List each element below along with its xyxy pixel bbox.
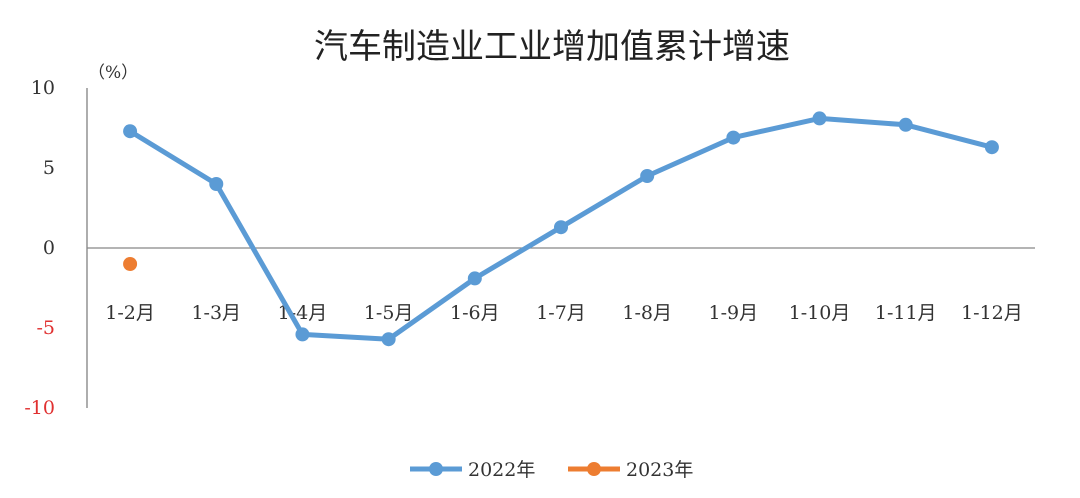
data-point [467,271,482,286]
legend-swatch-marker [587,462,601,476]
chart-title: 汽车制造业工业增加值累计增速 [314,27,790,67]
legend-swatch-marker [429,462,443,476]
series-group [123,111,999,347]
data-point [984,140,999,155]
y-tick-label: 0 [43,237,55,259]
legend: 2022年 2023年 [410,459,693,481]
data-point [123,124,138,139]
data-point [640,169,655,183]
data-point [812,111,827,126]
y-tick-label: 5 [43,157,55,179]
data-point [381,332,396,347]
data-point [898,117,913,132]
y-tick-label: -10 [24,397,55,419]
x-tick-label: 1-5月 [364,302,414,324]
legend-label: 2022年 [468,459,535,481]
data-point [554,220,568,235]
x-tick-label: 1-4月 [278,302,328,324]
legend-label: 2023年 [626,459,693,481]
x-tick-label: 1-12月 [961,302,1023,324]
x-tick-label: 1-3月 [191,302,241,324]
x-tick-label: 1-11月 [875,302,937,324]
data-point [209,177,224,191]
x-tick-label: 1-8月 [622,302,672,324]
data-point [726,130,741,145]
x-tick-label: 1-6月 [450,302,500,324]
x-tick-label: 1-10月 [789,302,851,324]
y-tick-label: -5 [36,317,55,339]
x-tick-label: 1-2月 [105,302,155,324]
x-tick-label: 1-9月 [709,302,759,324]
x-tick-label: 1-7月 [536,302,586,324]
y-tick-labels: 10 5 0 -5 -10 [24,77,55,419]
y-tick-label: 10 [31,77,55,99]
data-point [295,327,310,342]
x-tick-labels: 1-2月 1-3月 1-4月 1-5月 1-6月 1-7月 1-8月 1-9月 1-10月 1-1… [105,302,1022,324]
y-unit-label: （%） [88,63,138,83]
data-point [123,257,138,271]
